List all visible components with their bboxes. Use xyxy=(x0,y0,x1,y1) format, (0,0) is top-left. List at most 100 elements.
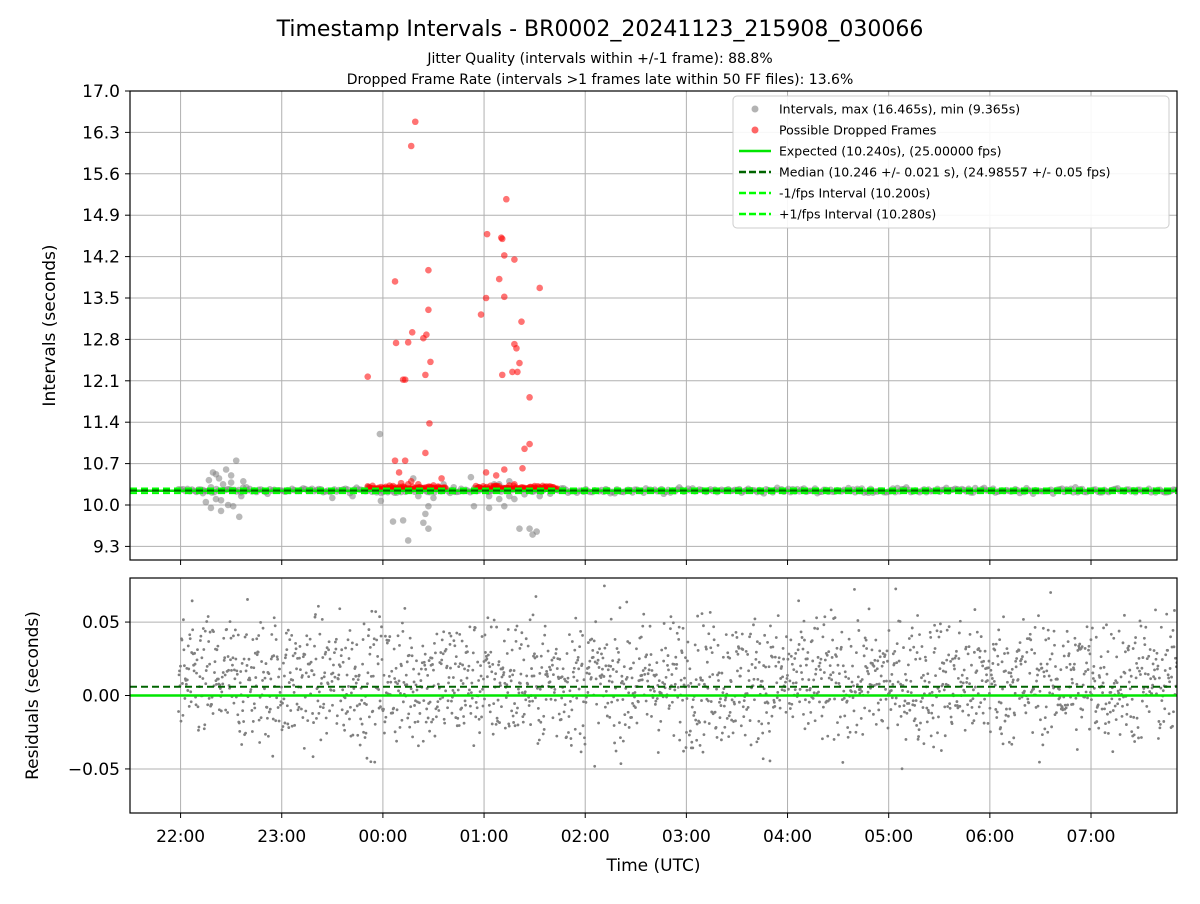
residual-point xyxy=(1157,676,1161,680)
residual-point xyxy=(1086,668,1090,671)
residual-point xyxy=(938,689,941,693)
residual-point xyxy=(942,661,946,665)
residual-point xyxy=(573,648,577,652)
intervals-y-tick-label: 14.2 xyxy=(82,248,120,268)
residual-point xyxy=(258,741,262,744)
residual-point xyxy=(746,653,750,656)
residual-point xyxy=(777,656,781,660)
residual-point xyxy=(500,675,504,679)
residual-point xyxy=(943,705,947,709)
residual-point xyxy=(1010,667,1014,671)
residual-point xyxy=(1151,662,1155,666)
residual-point xyxy=(1099,666,1103,670)
residual-point xyxy=(509,679,513,683)
residual-point xyxy=(534,696,537,700)
residual-point xyxy=(298,656,301,660)
residual-point xyxy=(1053,713,1057,717)
residual-point xyxy=(467,664,471,668)
residual-point xyxy=(736,669,739,673)
residual-point xyxy=(294,641,297,645)
residual-point xyxy=(1050,725,1054,729)
residual-point xyxy=(232,634,235,638)
interval-point xyxy=(516,525,523,532)
residual-point xyxy=(731,731,735,735)
residual-point xyxy=(359,717,363,721)
legend-label: Intervals, max (16.465s), min (9.365s) xyxy=(779,102,1020,117)
residual-point xyxy=(739,724,743,728)
residual-point xyxy=(1148,648,1152,651)
residual-point xyxy=(1006,651,1010,655)
residual-point xyxy=(691,698,695,702)
residual-point xyxy=(492,702,496,706)
interval-point xyxy=(219,480,227,488)
residual-point xyxy=(194,703,198,707)
residual-point xyxy=(479,674,483,678)
residual-point xyxy=(902,646,905,649)
residual-point xyxy=(257,634,261,637)
residual-point xyxy=(887,629,891,632)
residual-point xyxy=(454,655,458,659)
residual-point xyxy=(1076,691,1080,695)
residual-point xyxy=(591,648,595,652)
residual-point xyxy=(215,683,218,686)
residual-point xyxy=(817,664,821,668)
residual-point xyxy=(606,701,610,705)
legend-entry: Median (10.246 +/- 0.021 s), (24.98557 +… xyxy=(739,165,1110,180)
residual-point xyxy=(468,625,472,629)
residual-point xyxy=(762,664,766,667)
dropped-frame-point xyxy=(477,311,485,318)
residual-point xyxy=(592,639,596,643)
residual-point xyxy=(425,707,429,711)
residual-point xyxy=(748,719,752,722)
residual-point xyxy=(650,715,653,718)
residual-point xyxy=(927,711,931,714)
residual-point xyxy=(605,643,609,647)
residual-point xyxy=(1013,691,1017,695)
residual-point xyxy=(241,700,245,704)
residual-point xyxy=(1057,688,1061,691)
residual-point xyxy=(1011,678,1015,682)
residual-point xyxy=(600,652,603,656)
residual-point xyxy=(753,617,757,621)
residual-point xyxy=(833,697,836,701)
residual-point xyxy=(697,683,701,686)
dropped-frame-point xyxy=(430,482,437,489)
residual-point xyxy=(720,671,724,675)
residual-point xyxy=(246,598,249,601)
residual-point xyxy=(754,658,758,661)
residual-point xyxy=(480,715,483,719)
residual-point xyxy=(339,654,343,658)
residual-point xyxy=(567,715,571,718)
residual-point xyxy=(509,668,513,672)
residual-point xyxy=(853,587,856,591)
residual-point xyxy=(1104,722,1107,726)
residual-point xyxy=(688,667,692,671)
residual-point xyxy=(1082,672,1086,676)
residual-point xyxy=(1009,671,1013,675)
residual-point xyxy=(973,685,977,689)
residual-point xyxy=(447,676,451,679)
residual-point xyxy=(1112,636,1116,640)
residual-point xyxy=(983,649,987,653)
residual-point xyxy=(1078,642,1082,646)
residual-point xyxy=(866,669,869,673)
residual-point xyxy=(560,675,564,679)
interval-point xyxy=(376,430,384,438)
residual-point xyxy=(469,691,473,695)
residual-point xyxy=(514,639,518,643)
residual-point xyxy=(478,690,482,694)
residual-point xyxy=(235,672,239,676)
residual-point xyxy=(283,656,287,660)
residual-point xyxy=(1147,654,1151,658)
residual-point xyxy=(1072,668,1076,671)
residual-point xyxy=(1061,644,1065,648)
residual-point xyxy=(241,709,245,713)
residual-point xyxy=(1093,679,1097,683)
intervals-y-tick-label: 17.0 xyxy=(82,82,120,102)
residual-point xyxy=(1050,652,1054,656)
residual-point xyxy=(398,725,402,729)
dropped-frame-point xyxy=(482,294,490,302)
residual-point xyxy=(700,612,704,616)
residual-point xyxy=(846,735,850,739)
residual-point xyxy=(865,666,869,670)
